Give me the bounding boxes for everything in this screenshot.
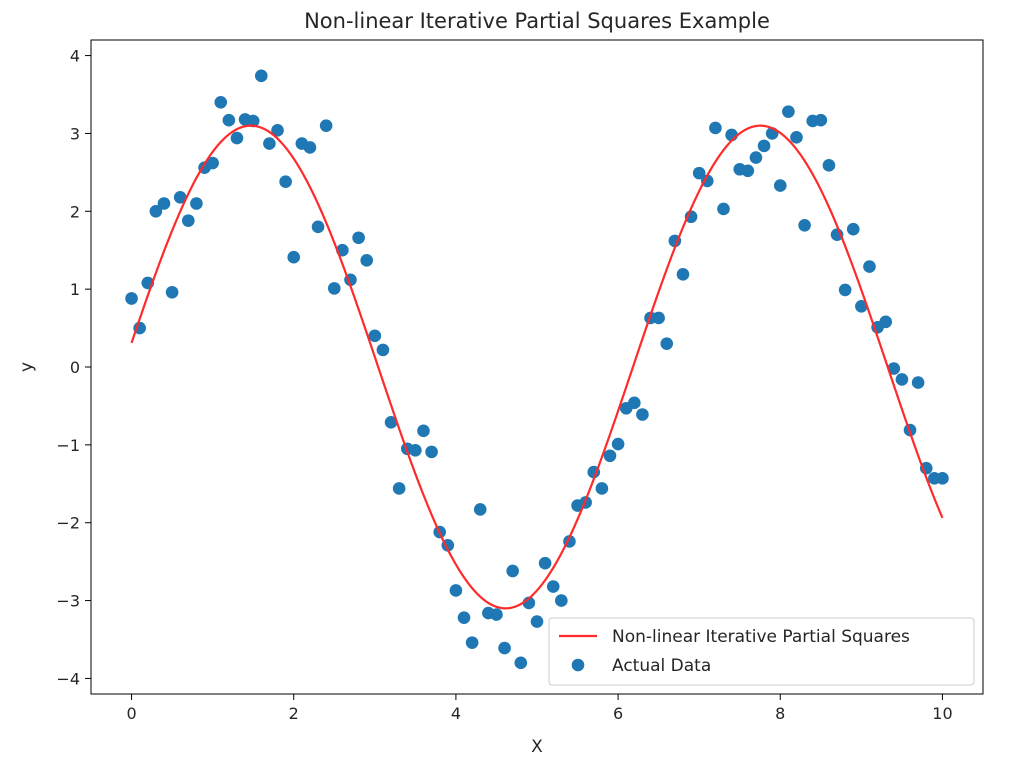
- x-tick-label: 2: [289, 704, 299, 723]
- data-point: [749, 151, 763, 164]
- data-point: [360, 254, 374, 267]
- data-point: [782, 105, 795, 118]
- data-point: [660, 337, 674, 350]
- data-point: [311, 220, 325, 234]
- x-axis-label: X: [531, 737, 543, 757]
- y-tick-label: 4: [70, 47, 80, 66]
- data-point: [530, 615, 544, 628]
- data-point: [392, 482, 406, 495]
- data-point: [173, 190, 187, 204]
- y-tick-label: 1: [70, 280, 80, 299]
- y-tick-label: −2: [56, 514, 80, 533]
- plot-area: 0 2 4 6 8 10 −4 −3 −2 −1 0 1 2 3 4: [56, 39, 984, 723]
- data-point: [246, 114, 260, 128]
- data-point: [936, 472, 949, 485]
- data-point: [473, 503, 487, 516]
- data-point: [846, 222, 860, 236]
- x-tick-label: 6: [613, 704, 623, 723]
- data-point: [376, 343, 390, 357]
- data-point: [417, 424, 430, 438]
- data-point: [676, 268, 690, 281]
- data-point: [230, 131, 244, 145]
- data-point: [798, 219, 811, 232]
- data-point: [652, 311, 665, 325]
- data-point: [279, 175, 292, 188]
- data-point: [814, 113, 828, 127]
- data-point: [327, 282, 341, 295]
- x-tick-label: 4: [451, 704, 461, 723]
- data-point: [514, 656, 528, 670]
- data-point: [425, 445, 438, 459]
- data-point: [303, 141, 317, 154]
- data-point: [895, 373, 909, 386]
- data-point: [254, 69, 268, 83]
- data-point: [879, 315, 892, 329]
- data-point: [717, 202, 730, 216]
- data-point: [692, 166, 706, 180]
- legend-label: Actual Data: [612, 656, 711, 676]
- data-point: [222, 113, 236, 127]
- data-point: [757, 139, 771, 153]
- data-point: [611, 437, 625, 451]
- data-point: [741, 164, 755, 178]
- data-point: [773, 179, 787, 192]
- x-tick-label: 10: [932, 704, 952, 723]
- y-tick-label: 2: [70, 202, 80, 221]
- legend-label: Non-linear Iterative Partial Squares: [612, 627, 910, 647]
- data-point: [263, 137, 276, 150]
- data-point: [409, 444, 422, 457]
- data-point: [603, 449, 617, 463]
- data-point: [700, 174, 714, 188]
- data-point: [855, 299, 868, 313]
- data-point: [149, 204, 163, 218]
- legend-marker-swatch: [571, 658, 585, 672]
- data-point: [368, 329, 382, 343]
- data-point: [384, 415, 398, 429]
- data-point: [206, 156, 219, 170]
- data-point: [506, 564, 519, 578]
- data-point: [182, 214, 195, 227]
- y-tick-label: 0: [70, 358, 80, 377]
- data-point: [287, 250, 301, 264]
- data-point: [465, 636, 479, 649]
- data-point: [555, 594, 568, 607]
- data-point: [636, 408, 649, 421]
- y-axis-label: y: [17, 362, 37, 372]
- fit-line: [130, 124, 944, 610]
- data-point: [457, 611, 471, 624]
- data-point: [546, 580, 560, 593]
- legend-box: [548, 617, 975, 686]
- y-tick-label: −1: [56, 436, 80, 455]
- data-point: [498, 641, 511, 655]
- data-point: [863, 260, 876, 273]
- data-point: [911, 376, 925, 389]
- data-point: [125, 292, 138, 305]
- data-point: [538, 556, 552, 570]
- chart-title: Non-linear Iterative Partial Squares Exa…: [304, 9, 770, 33]
- data-point: [319, 119, 333, 132]
- x-tick-label: 8: [775, 704, 785, 723]
- data-point: [887, 362, 901, 375]
- y-tick-label: −3: [56, 592, 80, 611]
- data-point: [190, 197, 203, 210]
- data-point: [449, 584, 463, 597]
- data-point: [490, 608, 503, 621]
- data-point: [709, 121, 722, 135]
- data-point: [628, 396, 641, 410]
- data-point: [165, 285, 179, 299]
- data-point: [214, 95, 228, 109]
- y-tick-label: −4: [56, 669, 80, 688]
- legend: Non-linear Iterative Partial Squares Actu…: [548, 617, 975, 686]
- data-point: [352, 231, 365, 245]
- data-point: [595, 482, 609, 495]
- data-point: [790, 131, 803, 144]
- data-point: [838, 283, 852, 297]
- data-point: [822, 159, 836, 172]
- data-point: [271, 124, 284, 137]
- data-point: [157, 197, 171, 210]
- x-tick-label: 0: [126, 704, 136, 723]
- y-tick-label: 3: [70, 124, 80, 143]
